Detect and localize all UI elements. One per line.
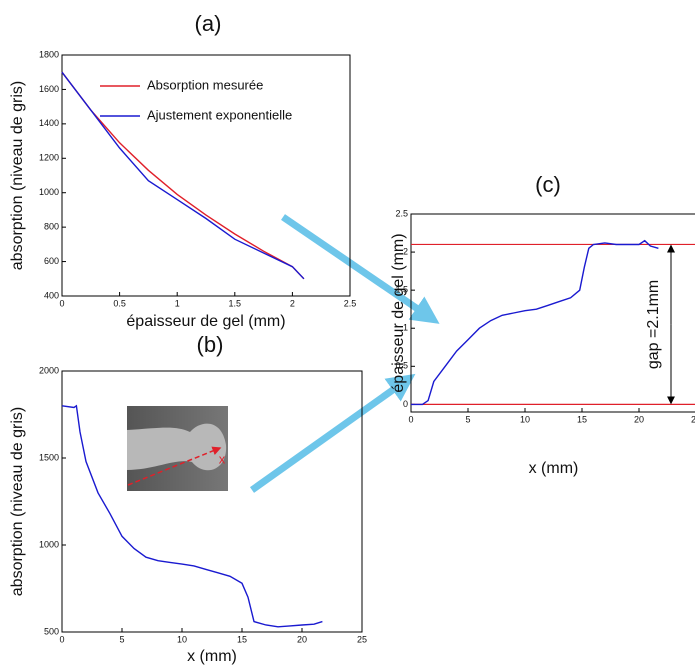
x-axis-label: épaisseur de gel (mm) [126, 313, 285, 330]
pointer-arrow [249, 373, 416, 493]
x-tick-label: 10 [177, 634, 187, 644]
data-line [61, 71, 305, 280]
x-tick-label: 0 [59, 634, 64, 644]
x-axis-label: x (mm) [187, 648, 237, 665]
y-tick-label: 500 [44, 626, 59, 636]
legend-label: Ajustement exponentielle [147, 107, 292, 122]
data-line [61, 71, 305, 280]
x-tick-label: 15 [237, 634, 247, 644]
y-tick-label: 600 [44, 256, 59, 266]
x-tick-label: 0 [408, 414, 413, 424]
x-tick-label: 20 [297, 634, 307, 644]
y-tick-label: 1200 [39, 153, 59, 163]
x-tick-label: 2.5 [344, 298, 357, 308]
y-axis-label: épaisseur de gel (mm) [390, 233, 407, 392]
inset-label: x [219, 451, 226, 466]
y-tick-label: 1800 [39, 49, 59, 59]
x-tick-label: 0 [59, 298, 64, 308]
pointer-arrow [281, 214, 440, 324]
x-tick-label: 25 [691, 414, 695, 424]
panel-label: (c) [535, 172, 561, 197]
x-tick-label: 20 [634, 414, 644, 424]
data-line [411, 239, 659, 406]
y-tick-label: 2 [403, 246, 408, 256]
data-line [61, 404, 323, 628]
y-tick-label: 2000 [39, 365, 59, 375]
y-tick-label: 1500 [39, 452, 59, 462]
y-tick-label: 0.5 [395, 361, 408, 371]
legend-label: Absorption mesurée [147, 77, 263, 92]
y-tick-label: 1.5 [395, 285, 408, 295]
x-tick-label: 1 [175, 298, 180, 308]
x-axis-label: x (mm) [529, 460, 579, 477]
x-tick-label: 0.5 [113, 298, 126, 308]
y-axis-label: absorption (niveau de gris) [9, 407, 26, 596]
y-tick-label: 1 [403, 323, 408, 333]
plot-frame [61, 370, 363, 633]
y-tick-label: 2.5 [395, 208, 408, 218]
y-tick-label: 800 [44, 222, 59, 232]
x-tick-label: 15 [577, 414, 587, 424]
inset-image [127, 406, 228, 491]
panel-label: (b) [197, 332, 224, 357]
x-tick-label: 2 [290, 298, 295, 308]
x-tick-label: 25 [357, 634, 367, 644]
x-tick-label: 1.5 [229, 298, 242, 308]
gap-annotation: gap =2.1mm [645, 280, 662, 369]
plot-frame [61, 54, 351, 297]
y-tick-label: 1000 [39, 187, 59, 197]
plot-frame [410, 213, 695, 413]
y-tick-label: 1000 [39, 539, 59, 549]
panel-label: (a) [195, 11, 222, 36]
y-tick-label: 1400 [39, 118, 59, 128]
x-tick-label: 5 [119, 634, 124, 644]
x-tick-label: 5 [465, 414, 470, 424]
y-axis-label: absorption (niveau de gris) [9, 81, 26, 270]
y-tick-label: 0 [403, 399, 408, 409]
y-tick-label: 1600 [39, 84, 59, 94]
x-tick-label: 10 [520, 414, 530, 424]
y-tick-label: 400 [44, 290, 59, 300]
